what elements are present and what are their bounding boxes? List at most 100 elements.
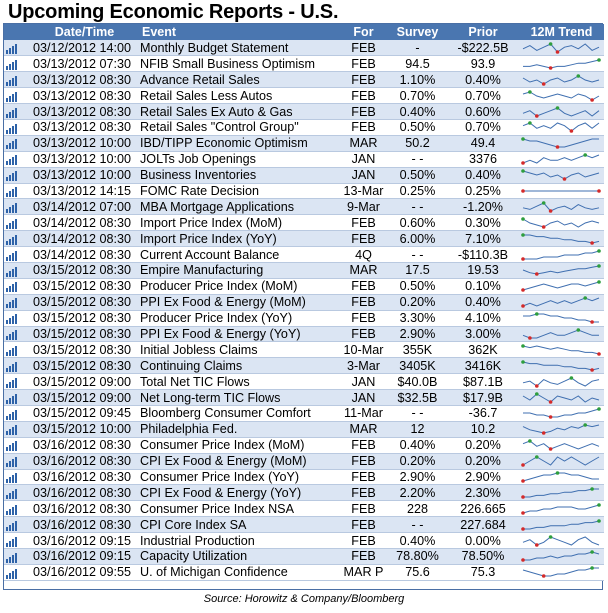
- bar-chart-icon[interactable]: [6, 313, 17, 325]
- bar-chart-icon[interactable]: [6, 504, 17, 515]
- table-row[interactable]: 03/16/2012 09:15 Capacity Utilization FEB 7…: [4, 548, 604, 565]
- bar-chart-icon[interactable]: [6, 123, 17, 134]
- table-row[interactable]: 03/16/2012 08:30 CPI Ex Food & Energy (Yo…: [4, 484, 604, 502]
- sparkline-line: [522, 138, 599, 148]
- table-row[interactable]: 03/13/2012 08:30 Retail Sales Ex Auto & G…: [4, 103, 604, 120]
- bar-chart-icon[interactable]: [6, 59, 17, 70]
- bar-chart-icon[interactable]: [6, 520, 17, 531]
- bar-chart-icon[interactable]: [6, 234, 17, 245]
- trend-sparkline: [522, 534, 600, 547]
- row-trend: [519, 294, 604, 311]
- table-row[interactable]: 03/14/2012 08:30 Current Account Balance 4…: [4, 246, 604, 263]
- row-trend: [519, 357, 604, 375]
- bar-chart-icon[interactable]: [6, 409, 17, 420]
- sparkline-line: [522, 361, 600, 371]
- sparkline-low-point: [528, 336, 532, 340]
- table-row[interactable]: 03/13/2012 10:00 Business Inventories JAN 0…: [4, 167, 604, 184]
- table-row[interactable]: 03/16/2012 08:30 Consumer Price Index NSA…: [4, 500, 604, 518]
- sparkline-low-point: [521, 304, 525, 308]
- table-row[interactable]: 03/15/2012 08:30 Continuing Claims 3-Mar 34…: [4, 357, 604, 375]
- bar-chart-icon[interactable]: [6, 424, 17, 436]
- bar-chart-icon[interactable]: [6, 202, 17, 214]
- bar-chart-icon[interactable]: [6, 266, 17, 277]
- table-row[interactable]: 03/13/2012 08:30 Retail Sales Less Autos F…: [4, 87, 604, 105]
- row-chart-icon-cell: [4, 373, 31, 391]
- table-row[interactable]: 03/14/2012 08:30 Import Price Index (YoY)…: [4, 230, 604, 248]
- bar-chart-icon[interactable]: [6, 488, 17, 500]
- table-row[interactable]: 03/15/2012 10:00 Philadelphia Fed. MAR 12 10…: [4, 421, 604, 438]
- table-row[interactable]: 03/13/2012 14:15 FOMC Rate Decision 13-Mar…: [4, 183, 604, 200]
- row-chart-icon-cell: [4, 71, 31, 89]
- bar-chart-icon[interactable]: [6, 91, 17, 102]
- row-event: Producer Price Index (MoM): [138, 278, 339, 295]
- table-row[interactable]: 03/13/2012 10:00 JOLTs Job Openings JAN - -…: [4, 151, 604, 168]
- bar-chart-icon-bar: [12, 284, 14, 293]
- bar-chart-icon[interactable]: [6, 250, 17, 261]
- table-row[interactable]: 03/13/2012 10:00 IBD/TIPP Economic Optimi…: [4, 135, 604, 152]
- table-row[interactable]: 03/15/2012 08:30 PPI Ex Food & Energy (Yo…: [4, 326, 604, 343]
- bar-chart-icon[interactable]: [6, 154, 17, 166]
- bar-chart-icon[interactable]: [6, 138, 17, 150]
- table-row[interactable]: 03/13/2012 08:30 Advance Retail Sales FEB 1…: [4, 71, 604, 89]
- table-row[interactable]: 03/16/2012 08:30 Consumer Price Index (Yo…: [4, 469, 604, 486]
- table-row[interactable]: 03/16/2012 08:30 CPI Ex Food & Energy (Mo…: [4, 453, 604, 470]
- table-row[interactable]: 03/15/2012 08:30 Producer Price Index (Yo…: [4, 310, 604, 327]
- trend-sparkline: [523, 58, 601, 70]
- trend-sparkline: [521, 296, 600, 308]
- table-row[interactable]: 03/15/2012 08:30 Empire Manufacturing MAR 1…: [4, 262, 604, 279]
- table-row[interactable]: 03/15/2012 08:30 Producer Price Index (Mo…: [4, 278, 604, 295]
- row-trend: [519, 167, 604, 184]
- row-datetime: 03/13/2012 08:30: [31, 87, 138, 105]
- table-row[interactable]: 03/16/2012 08:30 Consumer Price Index (Mo…: [4, 437, 604, 454]
- row-for: 4Q: [339, 246, 388, 263]
- bar-chart-icon[interactable]: [6, 361, 17, 372]
- bar-chart-icon[interactable]: [6, 218, 17, 229]
- bar-chart-icon-bar: [9, 286, 11, 293]
- table-row[interactable]: 03/14/2012 08:30 Import Price Index (MoM)…: [4, 214, 604, 232]
- bar-chart-icon[interactable]: [6, 43, 17, 54]
- header-trend: 12M Trend: [530, 25, 593, 39]
- bar-chart-icon[interactable]: [6, 297, 17, 309]
- table-row[interactable]: 03/14/2012 07:00 MBA Mortgage Application…: [4, 198, 604, 216]
- bar-chart-icon[interactable]: [6, 568, 17, 579]
- table-row[interactable]: 03/15/2012 09:45 Bloomberg Consumer Comfo…: [4, 405, 604, 422]
- bar-chart-icon-bar: [12, 554, 14, 563]
- bar-chart-icon-bar: [15, 552, 17, 563]
- table-row[interactable]: 03/15/2012 09:00 Total Net TIC Flows JAN $4…: [4, 373, 604, 391]
- table-row[interactable]: 03/16/2012 09:55 U. of Michigan Confidenc…: [4, 564, 604, 581]
- bar-chart-icon[interactable]: [6, 472, 17, 484]
- table-row[interactable]: 03/16/2012 08:30 CPI Core Index SA FEB - -2…: [4, 516, 604, 534]
- table-row[interactable]: 03/12/2012 14:00 Monthly Budget Statement…: [4, 40, 604, 57]
- table-row[interactable]: 03/15/2012 09:00 Net Long-term TIC Flows J…: [4, 389, 604, 406]
- sparkline-low-point: [521, 479, 525, 483]
- table-row[interactable]: 03/13/2012 07:30 NFIB Small Business Opti…: [4, 55, 604, 73]
- bar-chart-icon-bar: [9, 556, 11, 563]
- sparkline-high-point: [528, 439, 532, 444]
- bar-chart-icon-bar: [6, 431, 8, 436]
- table-row[interactable]: 03/15/2012 08:30 PPI Ex Food & Energy (Mo…: [4, 294, 604, 311]
- bar-chart-icon-bar: [12, 348, 14, 357]
- bar-chart-icon[interactable]: [6, 393, 17, 404]
- bar-chart-icon[interactable]: [6, 107, 17, 118]
- bar-chart-icon[interactable]: [6, 75, 17, 86]
- bar-chart-icon[interactable]: [6, 536, 17, 547]
- table-row[interactable]: 03/16/2012 09:15 Industrial Production FEB…: [4, 532, 604, 549]
- header-for: For: [353, 25, 374, 39]
- bar-chart-icon[interactable]: [6, 345, 17, 357]
- row-prior: 7.10%: [447, 230, 519, 248]
- sparkline-low-point: [521, 495, 525, 499]
- bar-chart-icon[interactable]: [6, 329, 17, 341]
- bar-chart-icon[interactable]: [6, 440, 17, 452]
- row-event: Import Price Index (MoM): [138, 214, 339, 232]
- bar-chart-icon[interactable]: [6, 186, 17, 198]
- bar-chart-icon-bar: [15, 520, 17, 531]
- table-row[interactable]: 03/13/2012 08:30 Retail Sales "Control Gr…: [4, 119, 604, 136]
- bar-chart-icon[interactable]: [6, 456, 17, 468]
- bar-chart-icon[interactable]: [6, 377, 17, 388]
- bar-chart-icon[interactable]: [6, 281, 17, 293]
- bar-chart-icon[interactable]: [6, 552, 17, 563]
- row-event: Consumer Price Index NSA: [138, 500, 339, 518]
- bar-chart-icon[interactable]: [6, 170, 17, 182]
- bar-chart-icon-bar: [12, 109, 14, 118]
- table-row[interactable]: 03/15/2012 08:30 Initial Jobless Claims 10…: [4, 341, 604, 359]
